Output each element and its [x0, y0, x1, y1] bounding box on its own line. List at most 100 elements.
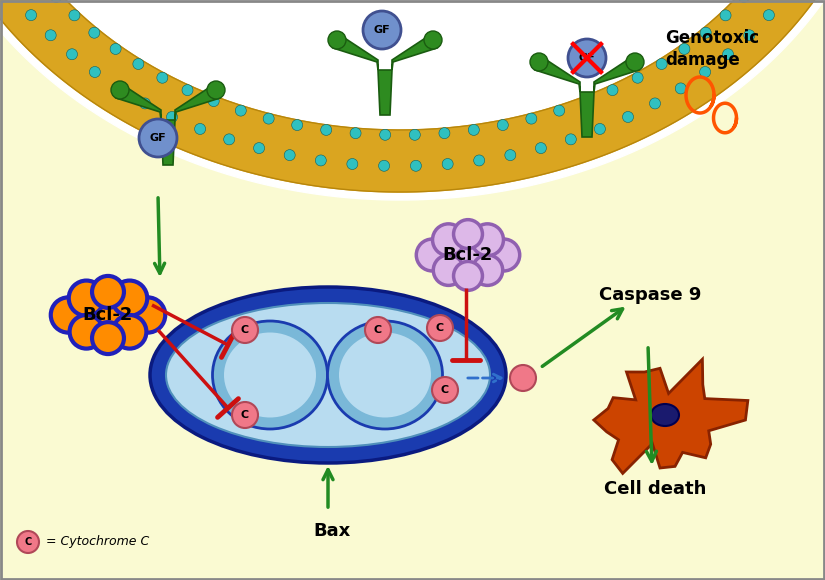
Circle shape — [26, 10, 36, 21]
Circle shape — [232, 402, 258, 428]
Circle shape — [432, 224, 464, 256]
Circle shape — [328, 31, 346, 49]
Polygon shape — [535, 57, 580, 92]
Circle shape — [182, 85, 193, 96]
Circle shape — [427, 315, 453, 341]
Polygon shape — [392, 35, 437, 70]
Text: Bcl-2: Bcl-2 — [82, 306, 133, 324]
Circle shape — [720, 10, 731, 21]
Circle shape — [474, 155, 484, 166]
Polygon shape — [175, 85, 220, 120]
Text: C: C — [436, 323, 444, 333]
Circle shape — [114, 83, 125, 94]
Circle shape — [207, 81, 225, 99]
Circle shape — [111, 81, 129, 99]
Circle shape — [167, 111, 177, 122]
Circle shape — [92, 322, 124, 354]
Circle shape — [50, 0, 62, 2]
Circle shape — [454, 262, 483, 291]
Circle shape — [700, 67, 710, 78]
Ellipse shape — [339, 332, 431, 418]
Circle shape — [472, 224, 503, 256]
Circle shape — [447, 234, 489, 276]
Text: C: C — [241, 325, 249, 335]
Polygon shape — [0, 0, 825, 192]
Circle shape — [284, 150, 295, 161]
Circle shape — [89, 67, 101, 78]
Circle shape — [224, 134, 234, 145]
Polygon shape — [580, 92, 594, 137]
Circle shape — [763, 10, 775, 21]
Circle shape — [321, 125, 332, 135]
Circle shape — [380, 129, 391, 140]
Text: C: C — [441, 385, 449, 395]
Circle shape — [315, 155, 327, 166]
Circle shape — [535, 143, 546, 154]
Circle shape — [433, 255, 464, 285]
Circle shape — [410, 160, 422, 171]
Circle shape — [530, 53, 548, 71]
Polygon shape — [333, 35, 378, 70]
Text: GF: GF — [149, 133, 167, 143]
Circle shape — [17, 531, 39, 553]
Text: Cell death: Cell death — [604, 480, 706, 498]
Polygon shape — [0, 0, 825, 200]
Circle shape — [526, 113, 537, 124]
Circle shape — [346, 158, 358, 169]
Circle shape — [130, 298, 165, 333]
Circle shape — [139, 119, 177, 157]
Circle shape — [139, 98, 150, 109]
Circle shape — [594, 124, 606, 135]
Circle shape — [497, 119, 508, 130]
Polygon shape — [378, 70, 392, 115]
Circle shape — [69, 10, 80, 21]
Polygon shape — [161, 120, 175, 165]
Circle shape — [112, 281, 147, 316]
Text: GF: GF — [374, 25, 390, 35]
Text: Caspase 9: Caspase 9 — [599, 286, 701, 304]
Ellipse shape — [150, 287, 506, 463]
Circle shape — [632, 72, 644, 83]
Circle shape — [235, 105, 247, 116]
Circle shape — [656, 59, 667, 70]
Circle shape — [85, 292, 131, 338]
Text: Bcl-2: Bcl-2 — [443, 246, 493, 264]
Circle shape — [568, 39, 606, 77]
Ellipse shape — [166, 303, 490, 447]
Circle shape — [363, 11, 401, 49]
Circle shape — [510, 365, 536, 391]
Circle shape — [253, 143, 265, 154]
Circle shape — [292, 119, 303, 130]
Circle shape — [110, 44, 121, 55]
Circle shape — [45, 30, 56, 41]
Ellipse shape — [328, 321, 442, 429]
Circle shape — [488, 239, 520, 271]
Circle shape — [350, 128, 361, 139]
Circle shape — [263, 113, 274, 124]
Circle shape — [700, 27, 711, 38]
Circle shape — [581, 96, 592, 107]
Circle shape — [113, 315, 146, 349]
Circle shape — [409, 129, 420, 140]
Circle shape — [195, 124, 205, 135]
Text: C: C — [374, 325, 382, 335]
Circle shape — [675, 83, 686, 94]
Circle shape — [679, 44, 690, 55]
Ellipse shape — [224, 332, 316, 418]
Circle shape — [432, 377, 458, 403]
Circle shape — [208, 96, 219, 107]
Circle shape — [417, 239, 448, 271]
Text: Bax: Bax — [314, 522, 351, 540]
Circle shape — [442, 158, 453, 169]
Circle shape — [607, 85, 618, 96]
Circle shape — [67, 49, 78, 60]
Circle shape — [554, 105, 564, 116]
Circle shape — [51, 298, 86, 333]
Circle shape — [439, 128, 450, 139]
Circle shape — [723, 49, 733, 60]
Circle shape — [232, 317, 258, 343]
Circle shape — [469, 125, 479, 135]
Text: GF: GF — [578, 53, 596, 63]
Circle shape — [623, 111, 634, 122]
Ellipse shape — [213, 321, 328, 429]
